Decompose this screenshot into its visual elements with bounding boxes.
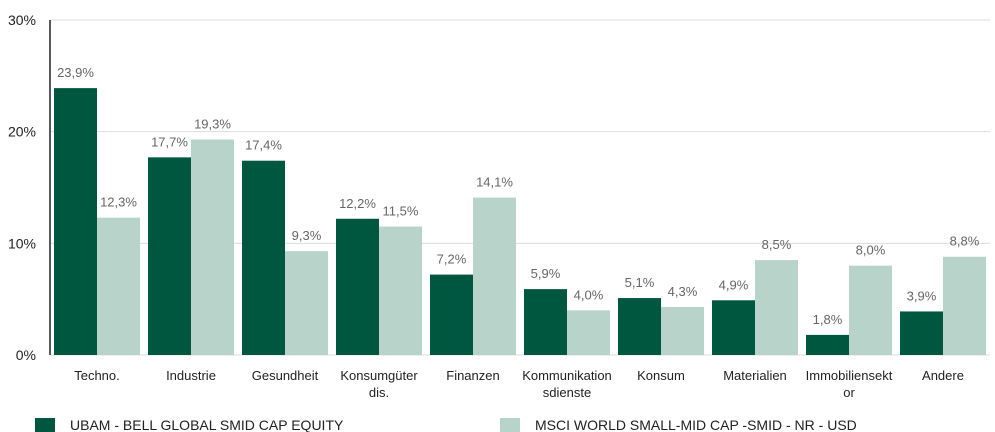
bar-series-2 <box>379 226 422 355</box>
legend-swatch-series-1 <box>35 418 55 432</box>
bar-series-2 <box>97 217 140 355</box>
data-label-series-2: 19,3% <box>194 116 231 131</box>
bar-series-1 <box>242 160 285 355</box>
category-label: Gesundheit <box>252 368 319 383</box>
category-label: Finanzen <box>446 368 499 383</box>
category-label: Konsumgüter <box>340 368 418 383</box>
bar-series-2 <box>755 260 798 355</box>
y-tick-label: 0% <box>16 347 36 363</box>
data-label-series-2: 8,8% <box>950 234 980 249</box>
data-label-series-2: 4,0% <box>574 287 604 302</box>
bar-series-1 <box>54 88 97 355</box>
bar-series-2 <box>943 256 986 355</box>
data-label-series-1: 5,1% <box>625 275 655 290</box>
bar-series-1 <box>336 218 379 355</box>
bar-series-1 <box>806 334 849 355</box>
data-label-series-2: 8,0% <box>856 243 886 258</box>
data-label-series-2: 14,1% <box>476 175 513 190</box>
category-label: Industrie <box>166 368 216 383</box>
legend-swatch-series-2 <box>500 418 520 432</box>
category-label: dis. <box>369 385 389 400</box>
data-label-series-2: 9,3% <box>292 228 322 243</box>
data-label-series-2: 4,3% <box>668 284 698 299</box>
category-label: Immobiliensekt <box>806 368 893 383</box>
data-label-series-1: 23,9% <box>57 65 94 80</box>
category-label: Andere <box>922 368 964 383</box>
data-label-series-1: 3,9% <box>907 288 937 303</box>
category-label: Materialien <box>723 368 787 383</box>
data-labels: 23,9% 12,3% 17,7% 19,3% 17,4% 9,3% 12,2% 11,5% 7… <box>57 65 980 327</box>
legend-label-series-1: UBAM - BELL GLOBAL SMID CAP EQUITY <box>70 417 344 432</box>
bar-series-2 <box>473 197 516 355</box>
data-label-series-1: 17,4% <box>245 138 282 153</box>
data-label-series-1: 5,9% <box>531 266 561 281</box>
bar-series-2 <box>285 251 328 355</box>
data-label-series-1: 17,7% <box>151 134 188 149</box>
legend-item-series-2: MSCI WORLD SMALL-MID CAP -SMID - NR - US… <box>500 417 857 432</box>
data-label-series-1: 4,9% <box>719 277 749 292</box>
bar-series-1 <box>618 298 661 355</box>
data-label-series-1: 1,8% <box>813 312 843 327</box>
bar-series-2 <box>567 310 610 355</box>
y-tick-label: 10% <box>8 235 36 251</box>
bar-series-1 <box>148 157 191 355</box>
x-axis-categories: Techno. Industrie Gesundheit Konsumgüter dis… <box>74 368 964 400</box>
data-label-series-1: 7,2% <box>437 252 467 267</box>
y-axis-ticks: 0% 10% 20% 30% <box>8 12 36 363</box>
data-label-series-1: 12,2% <box>339 196 376 211</box>
bar-series-1 <box>900 311 943 355</box>
bar-series-2 <box>849 265 892 355</box>
bar-series-1 <box>430 274 473 355</box>
data-label-series-2: 12,3% <box>100 195 137 210</box>
legend-label-series-2: MSCI WORLD SMALL-MID CAP -SMID - NR - US… <box>535 417 857 432</box>
bars <box>54 88 986 355</box>
data-label-series-2: 8,5% <box>762 237 792 252</box>
legend: UBAM - BELL GLOBAL SMID CAP EQUITY MSCI … <box>35 417 857 432</box>
category-label: Kommunikation <box>522 368 612 383</box>
y-tick-label: 30% <box>8 12 36 28</box>
legend-item-series-1: UBAM - BELL GLOBAL SMID CAP EQUITY <box>35 417 344 432</box>
bar-series-1 <box>524 289 567 355</box>
category-label: Techno. <box>74 368 120 383</box>
data-label-series-2: 11,5% <box>383 204 419 219</box>
bar-series-2 <box>191 139 234 355</box>
bar-series-1 <box>712 300 755 355</box>
bar-series-2 <box>661 306 704 355</box>
y-tick-label: 20% <box>8 124 36 140</box>
category-label: Konsum <box>637 368 685 383</box>
category-label: sdienste <box>543 385 591 400</box>
category-label: or <box>843 385 855 400</box>
